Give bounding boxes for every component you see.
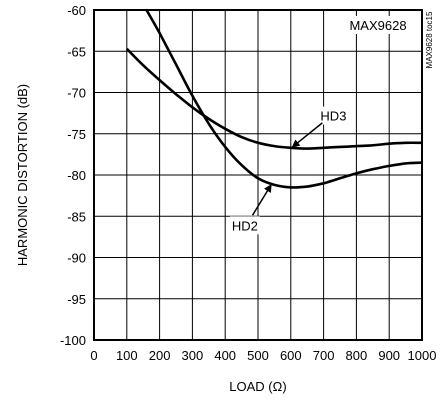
x-tick-label: 700	[313, 348, 335, 363]
x-tick-label: 300	[182, 348, 204, 363]
hd3-callout: HD3	[291, 106, 349, 148]
x-tick-label: 0	[90, 348, 97, 363]
part-number-label: MAX9628	[349, 18, 406, 33]
y-tick-label: -65	[67, 44, 86, 59]
hd2-label-bg	[229, 216, 260, 235]
toc-watermark: MAX9628 toc15	[425, 11, 434, 68]
max9628-label-bg	[343, 16, 413, 34]
x-tick-label: 800	[346, 348, 368, 363]
y-tick-labels: -60 -65 -70 -75 -80 -85 -90 -95 -100	[60, 3, 86, 348]
y-tick-label: -85	[67, 209, 86, 224]
y-tick-label: -95	[67, 292, 86, 307]
x-tick-label: 500	[247, 348, 269, 363]
hd3-label-bg	[318, 106, 349, 125]
x-tick-label: 900	[378, 348, 400, 363]
series-line-hd2	[145, 9, 423, 189]
hd3-arrow	[291, 122, 323, 148]
plot-frame	[93, 9, 423, 341]
x-tick-label: 400	[214, 348, 236, 363]
hd3-label: HD3	[320, 109, 346, 124]
y-tick-label: -70	[67, 86, 86, 101]
x-tick-labels: 0 100 200 300 400 500 600 700 800 900 1000	[90, 348, 436, 363]
series-layer	[125, 9, 423, 189]
y-tick-label: -90	[67, 251, 86, 266]
x-tick-label: 600	[280, 348, 302, 363]
hd2-label: HD2	[232, 218, 258, 233]
x-tick-label: 200	[149, 348, 171, 363]
series-line-hd3	[125, 47, 423, 150]
x-tick-label: 1000	[408, 348, 437, 363]
y-tick-label: -80	[67, 168, 86, 183]
x-axis-title: LOAD (Ω)	[229, 379, 286, 394]
horizontal-gridlines	[94, 50, 422, 300]
y-axis-title: HARMONIC DISTORTION (dB)	[15, 84, 30, 266]
x-tick-label: 100	[116, 348, 138, 363]
hd2-callout: HD2	[229, 184, 272, 235]
y-tick-label: -60	[67, 3, 86, 18]
y-tick-label: -100	[60, 333, 86, 348]
hd2-arrow	[251, 184, 272, 216]
y-tick-label: -75	[67, 127, 86, 142]
